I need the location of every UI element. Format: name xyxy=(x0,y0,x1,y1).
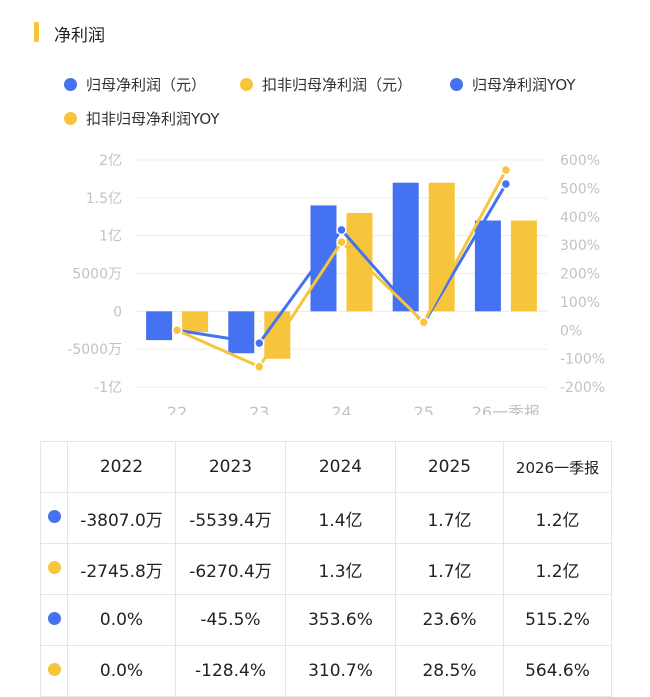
yellow-dot-icon xyxy=(240,78,253,91)
yoy-point xyxy=(500,164,512,176)
table-header-row: 2022 2023 2024 2025 2026一季报 xyxy=(40,441,612,493)
table-cell: 23.6% xyxy=(395,594,504,646)
yoy-point xyxy=(418,316,429,328)
legend-item-deducted-yoy[interactable]: 扣非归母净利润YOY xyxy=(64,108,220,129)
table-header-cell: 2026一季报 xyxy=(503,441,612,493)
x-axis-tick-label: 23 xyxy=(249,403,269,415)
series-marker-cell xyxy=(40,492,68,544)
series-marker-cell xyxy=(40,543,68,595)
table-cell: 1.2亿 xyxy=(503,492,612,544)
left-axis-tick-label: 5000万 xyxy=(72,267,122,283)
bar-parent xyxy=(392,182,419,312)
x-axis-tick-label: 25 xyxy=(414,403,434,415)
table-cell: -5539.4万 xyxy=(175,492,286,544)
net-profit-chart: -1亿 -5000万 0 5000万 1亿 1.5亿 2亿 -200% -100% 0% 100% 2… xyxy=(67,153,605,415)
right-axis-tick-label: 100% xyxy=(560,295,600,311)
yoy-point xyxy=(336,236,347,248)
table-cell: -45.5% xyxy=(175,594,286,646)
chart-title: 净利润 xyxy=(54,26,105,46)
blue-dot-icon xyxy=(450,78,463,91)
left-axis-tick-label: 1.5亿 xyxy=(86,191,122,207)
yellow-dot-icon xyxy=(47,663,61,676)
table-cell: 564.6% xyxy=(503,645,612,697)
table-corner-cell xyxy=(40,441,68,493)
left-axis-tick-label: -1亿 xyxy=(94,380,122,396)
table-header-cell: 2024 xyxy=(285,441,396,493)
right-axis-tick-label: 500% xyxy=(560,181,600,197)
legend-label: 归母净利润（元） xyxy=(86,76,207,94)
table-header-cell: 2025 xyxy=(395,441,504,493)
bar-parent xyxy=(474,220,501,312)
right-axis-tick-label: 0% xyxy=(560,323,582,339)
table-cell: 28.5% xyxy=(395,645,504,697)
yellow-dot-icon xyxy=(64,112,77,125)
legend-item-parent-net-profit[interactable]: 归母净利润（元） xyxy=(64,74,206,95)
left-axis-tick-label: -5000万 xyxy=(67,342,122,358)
legend-label: 归母净利润YOY xyxy=(472,76,576,94)
x-axis-tick-label: 24 xyxy=(331,403,351,415)
right-axis-tick-label: -100% xyxy=(560,352,605,368)
bar-parent xyxy=(228,311,255,354)
bar-deducted xyxy=(182,311,209,333)
right-axis-tick-label: 600% xyxy=(560,153,600,169)
x-axis-tick-label: 22 xyxy=(167,403,187,415)
yoy-point xyxy=(336,224,347,236)
data-table: 2022 2023 2024 2025 2026一季报 -3807.0万 -5539.4万 1… xyxy=(40,441,612,697)
blue-dot-icon xyxy=(64,78,77,91)
yellow-dot-icon xyxy=(47,561,61,574)
table-cell: 1.7亿 xyxy=(395,492,504,544)
table-cell: 1.3亿 xyxy=(285,543,396,595)
right-axis-tick-label: -200% xyxy=(560,380,605,396)
left-axis-tick-label: 2亿 xyxy=(99,153,122,169)
table-header-cell: 2023 xyxy=(175,441,286,493)
bar-parent xyxy=(146,311,173,341)
right-axis-tick-label: 400% xyxy=(560,210,600,226)
series-marker-cell xyxy=(40,645,68,697)
yoy-point xyxy=(500,178,512,190)
table-cell: 0.0% xyxy=(67,645,176,697)
table-row: 0.0% -45.5% 353.6% 23.6% 515.2% xyxy=(40,594,612,646)
table-cell: -128.4% xyxy=(175,645,286,697)
table-cell: 1.4亿 xyxy=(285,492,396,544)
yoy-point xyxy=(254,337,265,349)
yoy-point xyxy=(171,325,183,336)
table-cell: -6270.4万 xyxy=(175,543,286,595)
right-axis-tick-label: 200% xyxy=(560,267,600,283)
series-marker-cell xyxy=(40,594,68,646)
table-row: -3807.0万 -5539.4万 1.4亿 1.7亿 1.2亿 xyxy=(40,492,612,544)
legend-item-parent-yoy[interactable]: 归母净利润YOY xyxy=(450,74,576,95)
yoy-point xyxy=(254,361,265,372)
legend-label: 扣非归母净利润（元） xyxy=(262,76,413,94)
table-cell: 310.7% xyxy=(285,645,396,697)
table-cell: -2745.8万 xyxy=(67,543,176,595)
x-axis-tick-label: 26一季报 xyxy=(472,403,540,415)
table-row: -2745.8万 -6270.4万 1.3亿 1.7亿 1.2亿 xyxy=(40,543,612,595)
legend-item-deducted-net-profit[interactable]: 扣非归母净利润（元） xyxy=(240,74,412,95)
legend-label: 扣非归母净利润YOY xyxy=(86,110,220,128)
table-cell: 353.6% xyxy=(285,594,396,646)
blue-dot-icon xyxy=(47,612,61,625)
bar-parent xyxy=(310,205,337,312)
table-header-cell: 2022 xyxy=(67,441,176,493)
table-cell: 1.2亿 xyxy=(503,543,612,595)
table-cell: 1.7亿 xyxy=(395,543,504,595)
title-accent-bar xyxy=(34,22,39,42)
left-axis-tick-label: 0 xyxy=(113,304,122,320)
blue-dot-icon xyxy=(47,510,61,523)
table-cell: 0.0% xyxy=(67,594,176,646)
table-row: 0.0% -128.4% 310.7% 28.5% 564.6% xyxy=(40,645,612,697)
left-axis-tick-label: 1亿 xyxy=(99,229,122,245)
right-axis-tick-label: 300% xyxy=(560,238,600,254)
table-cell: 515.2% xyxy=(503,594,612,646)
bar-deducted xyxy=(510,220,537,312)
table-cell: -3807.0万 xyxy=(67,492,176,544)
